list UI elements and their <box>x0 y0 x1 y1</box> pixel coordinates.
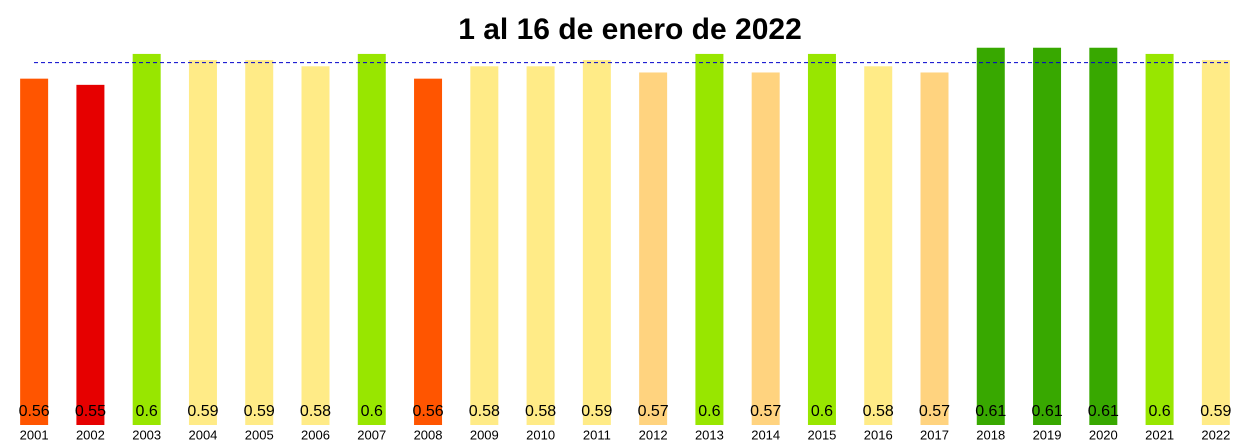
value-label: 0.61 <box>1088 403 1119 420</box>
bar <box>1145 53 1174 426</box>
chart-title: 1 al 16 de enero de 2022 <box>458 13 802 46</box>
x-tick-label: 2016 <box>864 427 893 442</box>
bar <box>470 66 499 426</box>
bar <box>807 53 836 426</box>
x-tick-label: 2005 <box>245 427 274 442</box>
x-tick-label: 2022 <box>1201 427 1230 442</box>
value-label: 0.6 <box>811 403 833 420</box>
value-label: 0.57 <box>750 403 781 420</box>
x-tick-label: 2009 <box>470 427 499 442</box>
bar <box>976 47 1005 425</box>
value-label: 0.61 <box>1031 403 1062 420</box>
bar <box>1201 60 1230 425</box>
value-label: 0.56 <box>412 403 443 420</box>
bar <box>639 72 668 425</box>
x-tick-label: 2002 <box>76 427 105 442</box>
x-tick-label: 2003 <box>132 427 161 442</box>
value-label: 0.57 <box>919 403 950 420</box>
bar <box>920 72 949 425</box>
value-label: 0.59 <box>581 403 612 420</box>
value-label: 0.58 <box>525 403 556 420</box>
bar <box>695 53 724 426</box>
x-tick-label: 2014 <box>751 427 780 442</box>
x-tick-label: 2018 <box>976 427 1005 442</box>
x-tick-label: 2013 <box>695 427 724 442</box>
bar <box>76 84 105 425</box>
bar <box>245 60 274 425</box>
value-label: 0.6 <box>698 403 720 420</box>
value-label: 0.6 <box>361 403 383 420</box>
bar <box>301 66 330 426</box>
bar <box>582 60 611 425</box>
value-label: 0.56 <box>19 403 50 420</box>
value-label: 0.58 <box>300 403 331 420</box>
value-label: 0.58 <box>469 403 500 420</box>
value-label: 0.57 <box>638 403 669 420</box>
value-label: 0.55 <box>75 403 106 420</box>
bar <box>864 66 893 426</box>
bar <box>414 78 443 426</box>
bar <box>357 53 386 426</box>
x-tick-label: 2017 <box>920 427 949 442</box>
value-label: 0.59 <box>244 403 275 420</box>
x-tick-label: 2021 <box>1145 427 1174 442</box>
bar <box>188 60 217 425</box>
x-tick-label: 2007 <box>357 427 386 442</box>
x-tick-label: 2004 <box>188 427 217 442</box>
value-label: 0.6 <box>1148 403 1170 420</box>
x-tick-label: 2019 <box>1033 427 1062 442</box>
value-label: 0.58 <box>863 403 894 420</box>
bar <box>1033 47 1062 425</box>
x-tick-label: 2012 <box>639 427 668 442</box>
bar <box>1089 47 1118 425</box>
x-tick-label: 2001 <box>20 427 49 442</box>
x-tick-label: 2010 <box>526 427 555 442</box>
value-label: 0.61 <box>975 403 1006 420</box>
x-tick-label: 2015 <box>807 427 836 442</box>
bar <box>132 53 161 426</box>
x-tick-label: 2020 <box>1089 427 1118 442</box>
x-tick-label: 2008 <box>414 427 443 442</box>
x-tick-label: 2011 <box>583 427 611 442</box>
value-label: 0.59 <box>187 403 218 420</box>
bar <box>526 66 555 426</box>
x-tick-label: 2006 <box>301 427 330 442</box>
bar <box>751 72 780 425</box>
value-label: 0.59 <box>1200 403 1231 420</box>
bar <box>20 78 49 426</box>
value-label: 0.6 <box>136 403 158 420</box>
